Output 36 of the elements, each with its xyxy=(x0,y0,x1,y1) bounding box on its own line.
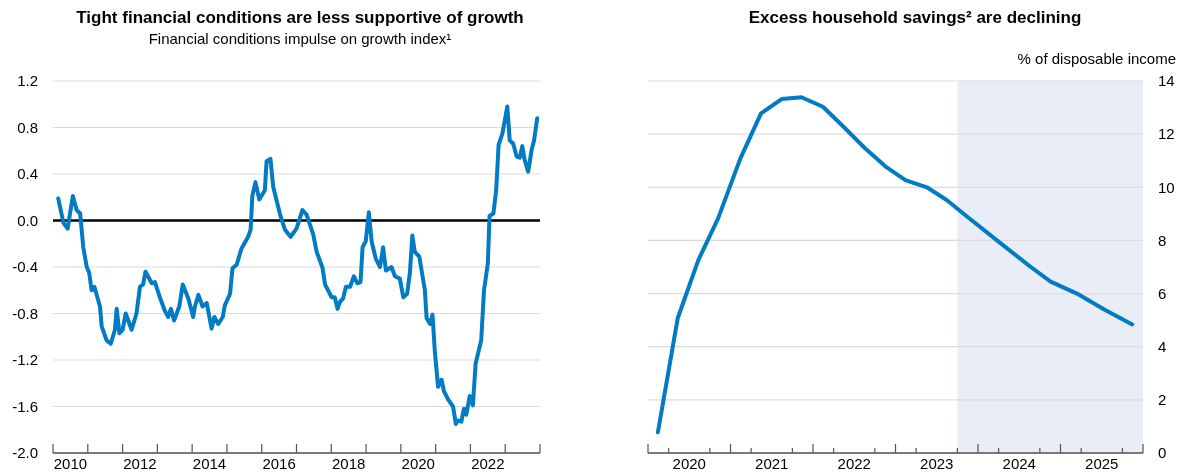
y-tick-label: 0.0 xyxy=(17,211,38,229)
chart-title: Excess household savings² are declining xyxy=(748,8,1082,27)
x-tick-label: 2022 xyxy=(837,455,871,473)
chart-subtitle: Financial conditions impulse on growth index¹ xyxy=(148,30,452,47)
y-tick-label: 4 xyxy=(1158,337,1167,355)
x-tick-label: 2025 xyxy=(1085,455,1119,473)
y-tick-label: 8 xyxy=(1158,231,1167,249)
x-tick-label: 2020 xyxy=(672,455,706,473)
y-tick-label: -2.0 xyxy=(12,444,38,462)
x-tick-label: 2024 xyxy=(1002,455,1036,473)
y-tick-label: 1.2 xyxy=(17,72,38,90)
y-tick-label: 6 xyxy=(1158,284,1167,302)
y-tick-label: -0.8 xyxy=(12,304,38,322)
y-tick-label: 0.4 xyxy=(17,165,38,183)
x-tick-label: 2016 xyxy=(262,455,296,473)
x-tick-label: 2023 xyxy=(920,455,954,473)
y-tick-label: -0.4 xyxy=(12,258,38,276)
x-tick-label: 2012 xyxy=(123,455,157,473)
y-tick-label: 0.8 xyxy=(17,118,38,136)
x-tick-label: 2014 xyxy=(192,455,227,473)
y-tick-label: 10 xyxy=(1158,178,1175,196)
x-tick-label: 2022 xyxy=(471,455,505,473)
y-tick-label: 2 xyxy=(1158,391,1167,409)
line-series xyxy=(56,104,540,426)
line-series xyxy=(655,95,1135,435)
y-tick-label: -1.6 xyxy=(12,397,38,415)
x-tick-label: 2021 xyxy=(755,455,789,473)
x-tick-label: 2020 xyxy=(401,455,435,473)
x-tick-label: 2018 xyxy=(331,455,366,473)
y-axis-title: % of disposable income xyxy=(1017,50,1176,67)
x-tick-label: 2010 xyxy=(53,455,88,473)
chart-title: Tight financial conditions are less supportive of growth xyxy=(76,8,524,27)
y-tick-label: -1.2 xyxy=(12,351,38,369)
y-tick-label: 14 xyxy=(1158,72,1175,90)
y-tick-label: 12 xyxy=(1158,125,1175,143)
y-tick-label: 0 xyxy=(1158,444,1167,462)
